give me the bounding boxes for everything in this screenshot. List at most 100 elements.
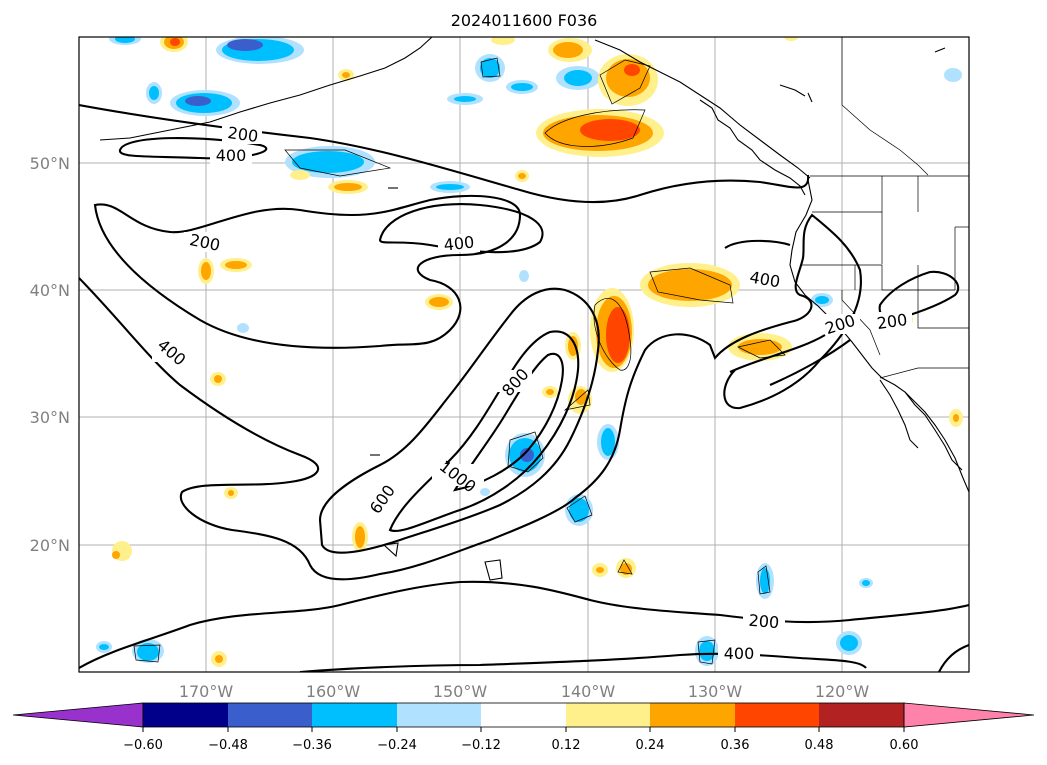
lat-label-30n: 30°N — [30, 408, 70, 427]
shade-sky-blue — [436, 184, 464, 190]
shade-light-blue — [944, 68, 962, 82]
map-frame — [78, 36, 970, 673]
longitude-labels: 170°W 160°W 150°W 140°W 130°W 120°W — [179, 682, 870, 701]
coastlines — [99, 37, 969, 581]
contour-600 — [318, 287, 600, 554]
outline — [544, 109, 646, 147]
shade-orange — [546, 389, 554, 395]
shaded-fields — [96, 37, 963, 667]
shade-orange — [518, 173, 526, 179]
contour-200 — [79, 580, 969, 669]
colorbar-extend-low — [12, 702, 144, 728]
shade-orange — [738, 339, 782, 355]
shade-orange — [568, 336, 578, 356]
colorbar-bin — [566, 703, 650, 727]
outline — [599, 59, 651, 105]
contour-200 — [769, 339, 851, 386]
lon-label-120w: 120°W — [815, 682, 870, 701]
colorbar-bin — [735, 703, 819, 727]
label-mask — [210, 146, 252, 164]
label-mask — [184, 232, 226, 252]
colorbar-tick-label: 0.12 — [552, 738, 581, 753]
shade-orange — [112, 551, 120, 559]
outline — [736, 339, 786, 359]
shade-orange — [953, 414, 959, 422]
outline — [284, 149, 392, 177]
shade-orange — [429, 297, 449, 307]
shade-sky-blue — [511, 83, 533, 91]
outline — [480, 57, 501, 78]
contour-1000 — [452, 352, 564, 492]
lon-label-140w: 140°W — [561, 682, 616, 701]
latitude-labels: 50°N 40°N 30°N 20°N — [30, 154, 70, 555]
lat-label-50n: 50°N — [30, 154, 70, 173]
label-mask — [438, 234, 480, 252]
outline — [563, 389, 591, 411]
colorbar-bin — [481, 703, 566, 727]
colorbar-bin — [312, 703, 397, 727]
colorbar-bin — [819, 703, 904, 727]
shade-sky-blue — [292, 151, 364, 173]
border-canada-us-alaska — [841, 37, 929, 176]
shade-orange — [334, 183, 362, 191]
shade-sky-blue — [601, 428, 615, 456]
label-mask — [718, 644, 760, 662]
coastline-baja — [879, 379, 919, 449]
label-mask — [743, 612, 785, 630]
shade-light-blue — [237, 323, 249, 333]
contour-label: 400 — [216, 146, 247, 165]
lon-label-130w: 130°W — [688, 682, 743, 701]
shade-orange — [355, 526, 365, 548]
shade-orange — [214, 375, 222, 383]
outline — [566, 495, 593, 523]
contour-400 — [378, 203, 544, 254]
island-small — [807, 92, 813, 103]
contour-label: 200 — [876, 310, 909, 333]
outline — [757, 565, 771, 595]
contour-200 — [729, 334, 826, 373]
colorbar-extend-high — [903, 702, 1035, 728]
shade-orange — [575, 389, 587, 405]
colorbar: −0.60 −0.48 −0.36 −0.24 −0.12 0.12 0.24 … — [12, 702, 1035, 753]
border-state — [800, 264, 955, 291]
coastline-us-west — [789, 179, 969, 493]
colorbar-bin — [397, 703, 481, 727]
contour-200 — [93, 194, 522, 349]
shade-orange — [225, 261, 247, 269]
contour-label: 200 — [226, 123, 259, 146]
shade-light-blue — [480, 488, 490, 496]
outline — [507, 431, 544, 473]
colorbar-bin — [650, 703, 735, 727]
shade-sky-blue — [454, 96, 476, 102]
outline — [617, 559, 633, 575]
colorbar-bin — [228, 703, 312, 727]
contour-labels: 200 400 200 400 400 800 1000 600 400 200 — [152, 123, 912, 663]
colorbar-tick-label: −0.60 — [123, 738, 163, 753]
colorbar-tick-label: −0.48 — [208, 738, 248, 753]
shade-royal-blue — [520, 448, 534, 462]
shade-orange — [648, 269, 732, 301]
contour-800 — [388, 330, 580, 533]
shade-orange — [201, 262, 211, 280]
contour-label: 200 — [748, 611, 780, 633]
political-borders — [800, 37, 969, 379]
shade-red — [170, 38, 180, 46]
shade-orange — [553, 42, 583, 58]
outline — [649, 267, 734, 304]
colorbar-tick-label: −0.36 — [292, 738, 332, 753]
contour-400 — [118, 136, 268, 160]
shade-light-blue — [519, 270, 529, 282]
figure-title: 2024011600 F036 — [451, 11, 598, 30]
colorbar-tick-label: 0.48 — [805, 738, 834, 753]
lat-label-40n: 40°N — [30, 281, 70, 300]
shade-sky-blue — [569, 498, 589, 522]
label-mask — [744, 270, 786, 288]
lon-label-150w: 150°W — [433, 682, 488, 701]
shade-orange — [228, 490, 234, 496]
contour-label: 400 — [443, 232, 475, 254]
contour-400 — [938, 644, 969, 672]
map-panel: 200 400 200 400 400 800 1000 600 400 200 — [78, 36, 970, 673]
contour-400 — [79, 213, 862, 581]
shade-orange — [620, 563, 632, 575]
